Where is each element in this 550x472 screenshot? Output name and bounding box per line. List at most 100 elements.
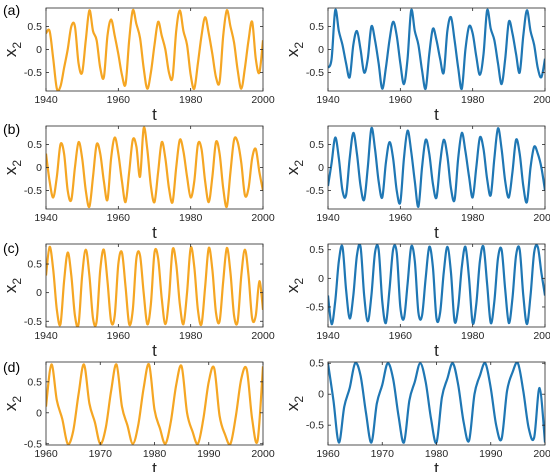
chart-5-ytick-label-2: -0.5 <box>306 301 324 313</box>
chart-4-ylabel: x2 <box>1 278 24 294</box>
chart-0-ylabel-main: x <box>1 48 20 57</box>
chart-6-ytick-label-1: 0 <box>36 407 42 419</box>
chart-0-xlabel: t <box>152 105 157 124</box>
chart-2-xtick-label-2: 1980 <box>179 212 203 224</box>
chart-5-ytick-label-0: 0.5 <box>309 244 324 256</box>
chart-6-ylabel: x2 <box>1 396 24 412</box>
chart-5: 1940 1960 1980 2000 0.5 0 -0.5 t x2 <box>283 243 550 360</box>
chart-2-ylabel-main: x <box>1 166 20 175</box>
chart-7-xtick-label-3: 1990 <box>479 448 503 460</box>
chart-1-ylabel-main: x <box>283 48 302 57</box>
chart-6: 1960 1970 1980 1990 2000 0.5 0 -0.5 t x2 <box>1 361 275 472</box>
chart-0-xtick-label-1: 1960 <box>107 94 131 106</box>
panel-label-b: (b) <box>3 121 20 137</box>
chart-0-ytick-label-0: 0.5 <box>27 21 42 33</box>
chart-5-xlabel: t <box>434 341 439 360</box>
chart-4-ytick-label-2: -0.5 <box>24 316 42 328</box>
chart-7-ytick-label-1: 0 <box>318 389 324 401</box>
chart-1-ylabel-sub: 2 <box>292 42 306 49</box>
chart-2-ytick-label-2: -0.5 <box>24 185 42 197</box>
chart-5-xtick-label-1: 1960 <box>389 330 413 342</box>
chart-6-ylabel-sub: 2 <box>10 396 24 403</box>
chart-6-xlabel: t <box>152 459 157 472</box>
chart-7-ylabel-sub: 2 <box>292 396 306 403</box>
chart-3-ylabel-sub: 2 <box>292 160 306 167</box>
chart-4-axes-box <box>45 243 264 328</box>
chart-5-xtick-label-3: 2000 <box>533 330 550 342</box>
chart-2-xlabel: t <box>152 223 157 242</box>
panel-label-a: (a) <box>3 2 20 18</box>
chart-0-ylabel-sub: 2 <box>10 42 24 49</box>
chart-5-xtick-label-0: 1940 <box>316 330 340 342</box>
chart-2-xtick-label-3: 2000 <box>251 212 275 224</box>
chart-7-ytick-label-2: -0.5 <box>306 420 324 432</box>
chart-5-ylabel-main: x <box>283 284 302 293</box>
chart-4-xlabel: t <box>152 341 157 360</box>
chart-0-xtick-label-0: 1940 <box>34 94 58 106</box>
chart-6-ylabel-main: x <box>1 402 20 411</box>
chart-7-series-line-0 <box>328 362 545 445</box>
chart-6-ytick-label-0: 0.5 <box>27 376 42 388</box>
chart-6-xtick-label-3: 1990 <box>197 448 221 460</box>
chart-4-ylabel-sub: 2 <box>10 278 24 285</box>
chart-3-ytick-label-0: 0.5 <box>309 139 324 151</box>
chart-3-xtick-label-0: 1940 <box>316 212 340 224</box>
chart-6-series-line-0 <box>46 362 263 445</box>
chart-1-ylabel: x2 <box>283 42 306 58</box>
chart-7-xlabel: t <box>434 459 439 472</box>
chart-5-ytick-label-1: 0 <box>318 273 324 285</box>
chart-1-ytick-label-1: 0 <box>318 44 324 56</box>
chart-2-ylabel-sub: 2 <box>10 160 24 167</box>
chart-3-ylabel: x2 <box>283 160 306 176</box>
chart-7-xtick-label-0: 1960 <box>316 448 340 460</box>
chart-0-ytick-label-2: -0.5 <box>24 67 42 79</box>
chart-4-ylabel-main: x <box>1 284 20 293</box>
chart-1-xtick-label-3: 2000 <box>533 94 550 106</box>
panel-label-d: (d) <box>3 359 20 375</box>
chart-1-series-line-0 <box>328 8 545 91</box>
panel-label-c: (c) <box>3 240 19 256</box>
chart-4-series-line-0 <box>46 245 263 327</box>
chart-6-xtick-label-4: 2000 <box>251 448 275 460</box>
chart-6-xtick-label-1: 1970 <box>89 448 113 460</box>
chart-6-xtick-label-2: 1980 <box>143 448 167 460</box>
chart-1-xtick-label-0: 1940 <box>316 94 340 106</box>
chart-2-ytick-label-0: 0.5 <box>27 139 42 151</box>
chart-2-series-line-0 <box>46 126 263 209</box>
chart-5-ylabel-sub: 2 <box>292 278 306 285</box>
chart-7-ylabel: x2 <box>283 396 306 412</box>
chart-0: 1940 1960 1980 2000 0.5 0 -0.5 t x2 <box>1 7 275 124</box>
chart-5-series-line-0 <box>328 244 545 326</box>
chart-0-ytick-label-1: 0 <box>36 44 42 56</box>
chart-4-xtick-label-0: 1940 <box>34 330 58 342</box>
chart-7-ylabel-main: x <box>283 402 302 411</box>
chart-3-ytick-label-1: 0 <box>318 162 324 174</box>
chart-6-ytick-label-2: -0.5 <box>24 438 42 450</box>
chart-1-xtick-label-2: 1980 <box>461 94 485 106</box>
chart-1-ytick-label-0: 0.5 <box>309 21 324 33</box>
chart-7-xtick-label-4: 2000 <box>533 448 550 460</box>
chart-3-xlabel: t <box>434 223 439 242</box>
chart-1-xlabel: t <box>434 105 439 124</box>
chart-3-ylabel-main: x <box>283 166 302 175</box>
chart-5-ylabel: x2 <box>283 278 306 294</box>
chart-2-ylabel: x2 <box>1 160 24 176</box>
chart-7-ytick-label-0: 0.5 <box>309 358 324 370</box>
chart-4: 1940 1960 1980 2000 0.5 0 -0.5 t x2 <box>1 243 275 360</box>
chart-3-ytick-label-2: -0.5 <box>306 185 324 197</box>
chart-3-xtick-label-1: 1960 <box>389 212 413 224</box>
chart-4-ytick-label-1: 0 <box>36 287 42 299</box>
chart-2-xtick-label-1: 1960 <box>107 212 131 224</box>
chart-5-axes-box <box>327 243 546 328</box>
chart-4-xtick-label-3: 2000 <box>251 330 275 342</box>
chart-2-ytick-label-1: 0 <box>36 162 42 174</box>
chart-2: 1940 1960 1980 2000 0.5 0 -0.5 t x2 <box>1 125 275 242</box>
chart-4-ytick-label-0: 0.5 <box>27 259 42 271</box>
chart-7-xtick-label-2: 1980 <box>425 448 449 460</box>
chart-3-xtick-label-3: 2000 <box>533 212 550 224</box>
chart-1-ytick-label-2: -0.5 <box>306 67 324 79</box>
chart-3: 1940 1960 1980 2000 0.5 0 -0.5 t x2 <box>283 125 550 242</box>
chart-7-xtick-label-1: 1970 <box>371 448 395 460</box>
